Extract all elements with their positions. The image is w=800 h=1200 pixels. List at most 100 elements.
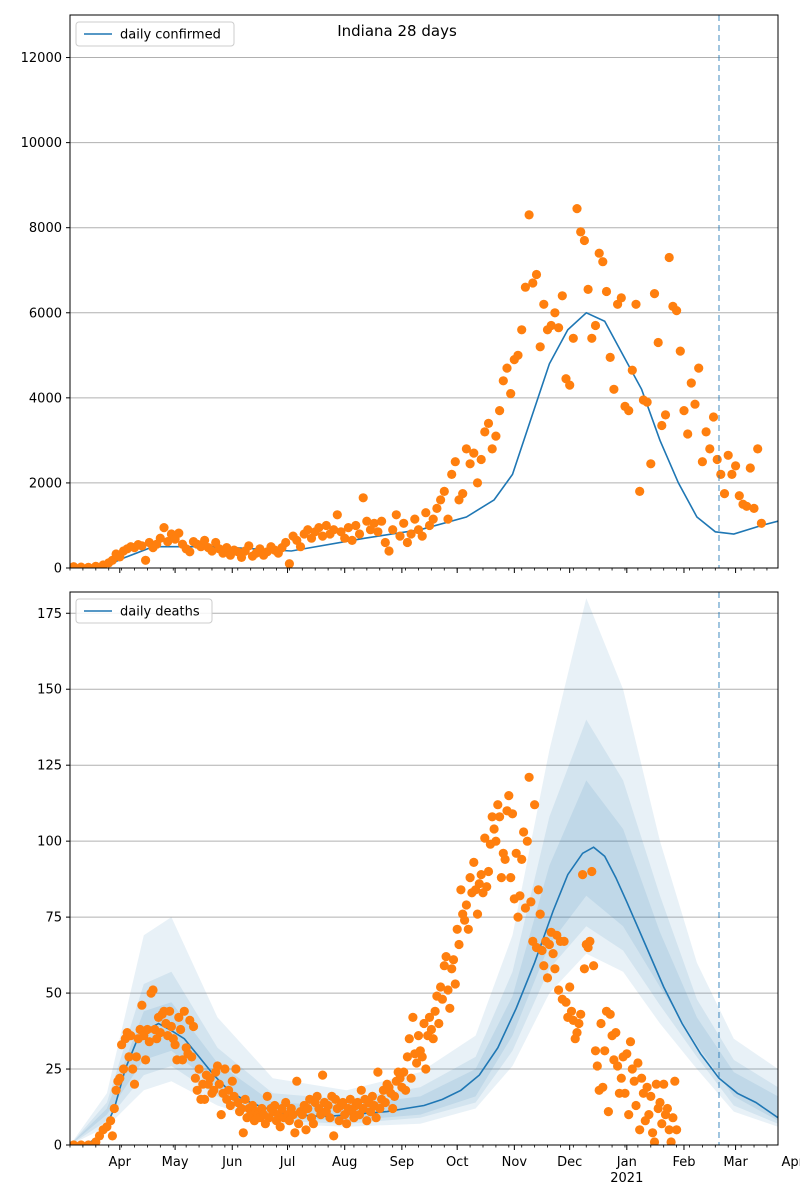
data-point xyxy=(579,964,590,974)
legend-box xyxy=(75,21,235,47)
data-point xyxy=(542,973,553,983)
y-tick-label: 175 xyxy=(37,607,62,622)
data-point xyxy=(613,1061,623,1071)
data-point xyxy=(443,985,453,995)
data-point xyxy=(460,915,470,925)
data-point xyxy=(222,543,232,553)
data-point xyxy=(111,1085,121,1095)
chart-title: Indiana 28 days xyxy=(337,22,457,40)
data-point xyxy=(524,210,534,220)
data-point xyxy=(644,1110,654,1120)
data-point xyxy=(727,469,737,479)
data-point xyxy=(124,1052,134,1062)
data-point xyxy=(205,1073,215,1083)
data-point xyxy=(165,1006,175,1016)
data-point xyxy=(708,412,719,422)
data-point xyxy=(297,1110,307,1120)
data-point xyxy=(495,406,505,416)
data-point xyxy=(507,809,518,819)
data-point xyxy=(148,985,158,995)
data-point xyxy=(651,1079,661,1089)
data-point xyxy=(436,982,446,992)
axes-frame xyxy=(69,14,779,569)
data-point xyxy=(353,1097,363,1108)
data-point xyxy=(664,252,674,263)
data-point xyxy=(432,503,442,513)
data-point xyxy=(749,503,759,513)
data-point xyxy=(557,291,567,301)
data-point xyxy=(637,1073,647,1083)
data-point xyxy=(447,469,457,479)
uncertainty-band-2 xyxy=(70,719,778,1145)
data-point xyxy=(504,791,514,801)
data-point xyxy=(303,1103,313,1114)
data-point xyxy=(502,363,512,373)
data-point xyxy=(517,854,527,865)
data-point xyxy=(530,800,540,810)
data-point xyxy=(601,286,612,297)
data-point xyxy=(347,535,357,546)
data-point xyxy=(535,909,545,919)
data-point xyxy=(115,1073,125,1083)
uncertainty-band-3 xyxy=(70,780,778,1145)
data-point xyxy=(734,491,744,501)
data-point xyxy=(225,1100,235,1111)
data-point xyxy=(371,1113,381,1123)
data-point xyxy=(631,299,641,309)
data-point xyxy=(391,510,401,520)
legend: daily deaths xyxy=(75,598,213,624)
data-point xyxy=(188,1021,199,1032)
y-tick-label: 0 xyxy=(54,562,62,577)
data-point xyxy=(281,1097,291,1108)
data-point xyxy=(340,533,350,543)
data-point xyxy=(214,1079,224,1089)
data-point xyxy=(388,525,398,535)
y-tick-label: 75 xyxy=(45,911,62,926)
data-point xyxy=(642,1082,652,1092)
data-point xyxy=(179,1006,189,1016)
data-point xyxy=(118,1064,129,1074)
data-point xyxy=(270,1100,280,1111)
data-point xyxy=(318,1070,328,1080)
x-tick-label: Jun xyxy=(221,1155,242,1170)
data-point xyxy=(413,1031,424,1041)
data-point xyxy=(388,1103,398,1114)
data-point xyxy=(295,542,306,552)
data-point xyxy=(373,527,383,537)
data-point xyxy=(216,1110,226,1120)
data-point xyxy=(554,985,564,995)
legend-label: daily confirmed xyxy=(120,28,221,43)
data-point xyxy=(624,1110,634,1120)
data-point xyxy=(377,516,387,526)
data-point xyxy=(380,1097,390,1108)
data-point xyxy=(539,299,549,309)
data-point xyxy=(456,885,466,895)
confirmed-panel: 0 2000 4000 6000 8000 10000 12000 daily confirm… xyxy=(21,14,779,577)
data-point xyxy=(439,486,449,496)
data-point xyxy=(367,1091,377,1101)
data-point xyxy=(598,257,608,267)
data-point xyxy=(469,857,479,868)
data-point xyxy=(648,1128,658,1138)
data-point xyxy=(519,827,529,837)
data-point xyxy=(314,523,324,533)
data-point xyxy=(546,320,556,331)
data-point xyxy=(616,1073,626,1083)
data-point xyxy=(380,537,390,548)
data-point xyxy=(548,949,558,959)
data-point xyxy=(373,1067,383,1077)
data-point xyxy=(719,489,730,499)
data-point xyxy=(454,939,464,950)
data-point xyxy=(129,1079,140,1089)
x-tick-label: May xyxy=(162,1155,189,1170)
data-point xyxy=(437,994,447,1004)
data-point xyxy=(220,1064,230,1074)
data-point xyxy=(406,1073,416,1083)
data-point xyxy=(461,900,471,910)
data-point xyxy=(590,320,601,331)
data-point xyxy=(624,406,634,416)
data-point xyxy=(500,854,510,865)
data-point xyxy=(292,1076,302,1086)
data-point xyxy=(412,1058,422,1068)
data-point xyxy=(578,870,588,880)
